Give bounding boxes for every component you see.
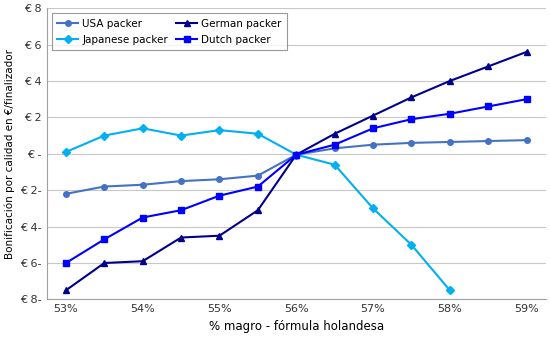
USA packer [524, 138, 530, 142]
Japanese packer [101, 133, 108, 137]
Dutch packer [178, 208, 184, 212]
Dutch packer [447, 112, 453, 116]
German packer [408, 95, 415, 99]
Japanese packer [331, 163, 338, 167]
USA packer [293, 153, 300, 157]
Dutch packer [524, 97, 530, 101]
Line: German packer: German packer [63, 49, 530, 294]
USA packer [139, 183, 146, 187]
USA packer [63, 192, 69, 196]
Dutch packer [139, 215, 146, 219]
Dutch packer [293, 153, 300, 157]
USA packer [101, 185, 108, 189]
German packer [139, 259, 146, 263]
USA packer [408, 141, 415, 145]
German packer [447, 79, 453, 83]
German packer [293, 153, 300, 157]
USA packer [370, 143, 376, 147]
Dutch packer [216, 194, 223, 198]
USA packer [178, 179, 184, 183]
USA packer [216, 177, 223, 181]
Line: Dutch packer: Dutch packer [63, 96, 530, 266]
USA packer [331, 146, 338, 150]
Dutch packer [255, 185, 261, 189]
USA packer [485, 139, 492, 143]
German packer [216, 234, 223, 238]
Line: Japanese packer: Japanese packer [63, 125, 453, 293]
German packer [524, 50, 530, 54]
X-axis label: % magro - fórmula holandesa: % magro - fórmula holandesa [208, 320, 384, 333]
German packer [255, 208, 261, 212]
Line: USA packer: USA packer [63, 137, 530, 196]
Japanese packer [178, 133, 184, 137]
Japanese packer [255, 132, 261, 136]
Dutch packer [485, 104, 492, 109]
German packer [101, 261, 108, 265]
USA packer [255, 174, 261, 178]
Dutch packer [408, 117, 415, 121]
German packer [178, 236, 184, 240]
Dutch packer [101, 237, 108, 241]
German packer [370, 114, 376, 118]
Japanese packer [63, 150, 69, 154]
USA packer [447, 140, 453, 144]
Japanese packer [447, 288, 453, 292]
Japanese packer [370, 206, 376, 210]
German packer [485, 64, 492, 68]
Japanese packer [216, 128, 223, 132]
Japanese packer [293, 153, 300, 157]
Japanese packer [139, 126, 146, 130]
Dutch packer [370, 126, 376, 130]
German packer [331, 132, 338, 136]
Dutch packer [63, 261, 69, 265]
German packer [63, 288, 69, 292]
Dutch packer [331, 143, 338, 147]
Japanese packer [408, 243, 415, 247]
Legend: USA packer, Japanese packer, German packer, Dutch packer: USA packer, Japanese packer, German pack… [52, 13, 287, 50]
Y-axis label: Bonificación por calidad en €/finalizador: Bonificación por calidad en €/finalizado… [4, 49, 15, 259]
